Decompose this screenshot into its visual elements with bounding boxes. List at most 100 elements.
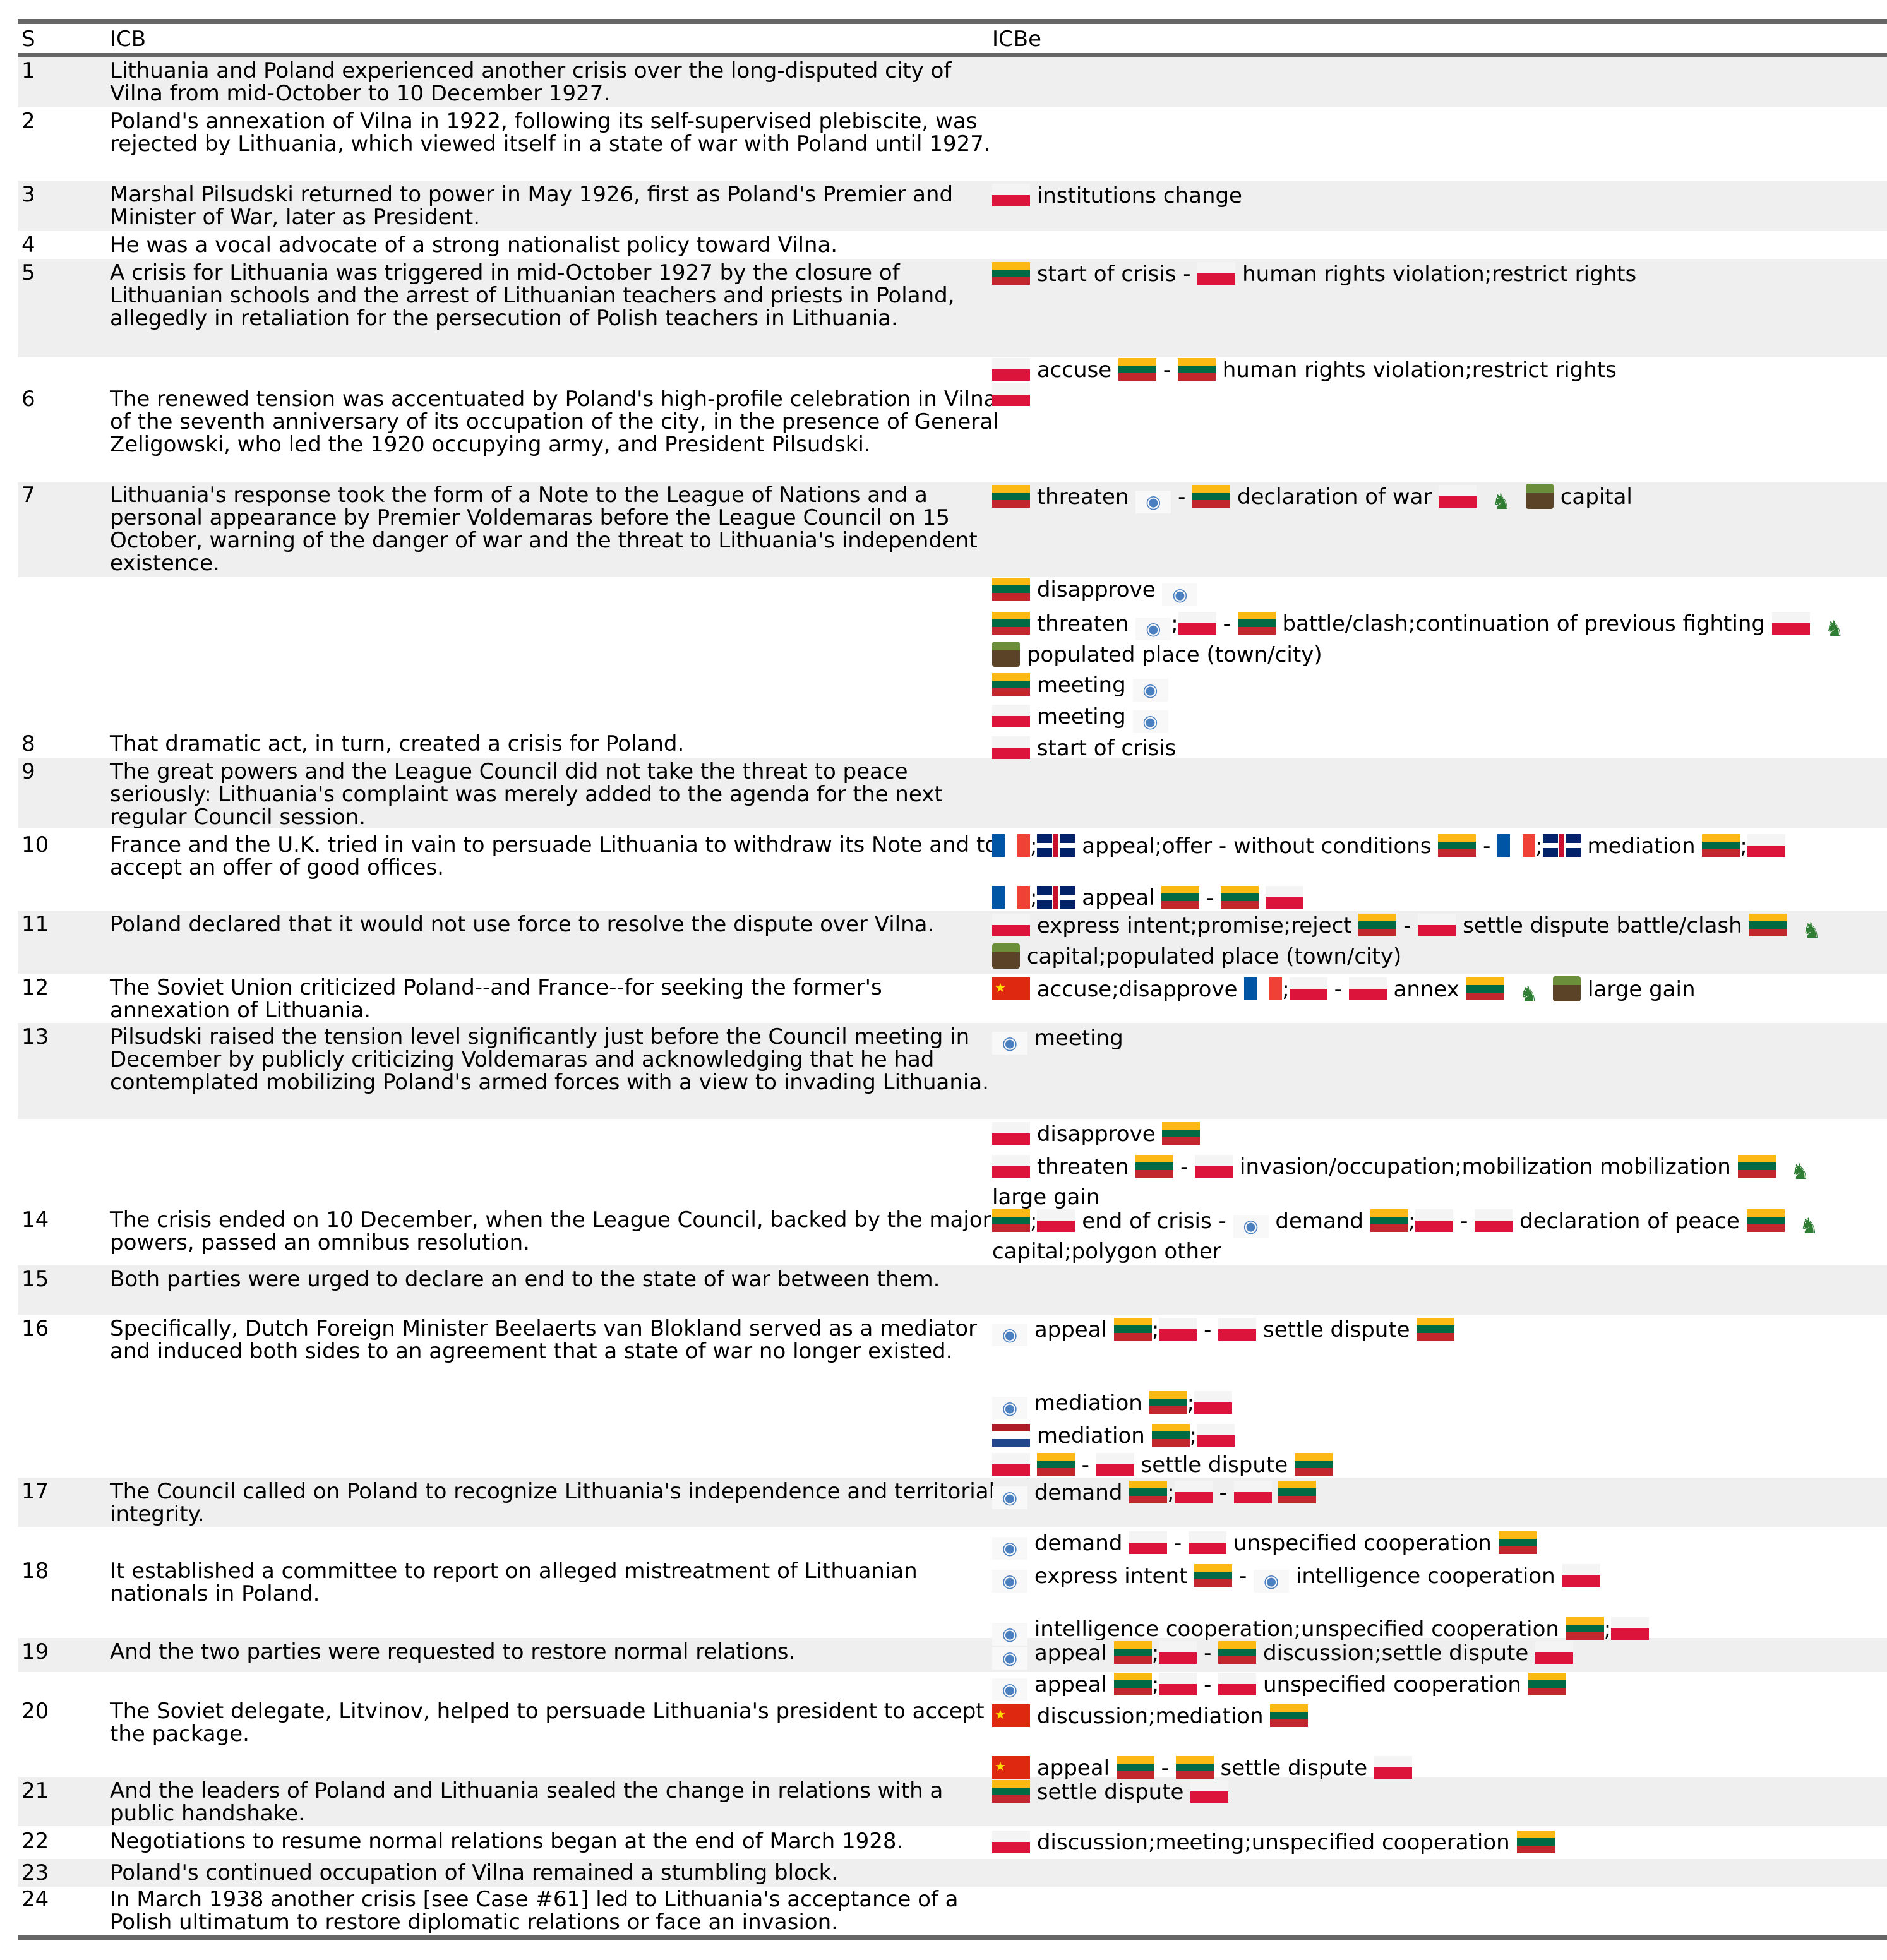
lithuania-flag-icon [1746,1209,1785,1232]
un-emblem-icon: ◉ [992,1647,1027,1670]
poland-flag-icon [1197,262,1236,285]
row-bg-3 [18,181,1887,231]
event-text: appeal [1034,1640,1108,1666]
poland-flag-icon [992,184,1030,206]
army-icon: ♞ [1824,616,1844,642]
lithuania-flag-icon [1466,977,1504,1000]
event-text: settle dispute [1220,1755,1368,1781]
event-13-extra: disapprove threaten - invasion/occupatio… [992,1121,1818,1210]
row-3-s: 3 [21,182,35,207]
un-emblem-icon: ◉ [1162,583,1198,606]
row-bg-13 [18,1023,1887,1119]
poland-flag-icon [1289,977,1327,1000]
lithuania-flag-icon [1113,1641,1152,1664]
event-text: ; [1740,834,1747,859]
event-text: - [1403,913,1411,938]
event-text: appeal [1034,1317,1108,1342]
event-text: threaten [1036,484,1129,510]
event-text: - [1204,1672,1212,1697]
event-text: disapprove [1036,577,1156,602]
ussr-flag-icon [992,977,1030,1000]
event-10: ; appeal;offer - without conditions - ; … [992,834,1785,911]
event-text: capital;polygon other [992,1239,1221,1264]
territory-icon [992,943,1020,969]
header-s: S [21,27,35,52]
event-text: discussion;settle dispute [1263,1640,1529,1666]
event-text: large gain [1588,977,1696,1002]
row-15-s: 15 [21,1267,49,1292]
uk-flag-icon [1037,886,1075,909]
france-flag-icon [992,834,1030,857]
lithuania-flag-icon [1498,1531,1537,1554]
row-bg-11 [18,911,1887,974]
netherlands-flag-icon [992,1424,1030,1447]
row-10-s: 10 [21,832,49,858]
event-7-extra: disapprove ◉ threaten ◉; - battle/clash;… [992,577,1852,761]
row-15-icb: Both parties were urged to declare an en… [110,1267,940,1292]
lithuania-flag-icon [1177,358,1216,381]
uk-flag-icon [1542,834,1581,857]
event-text: - [1219,1480,1227,1505]
lithuania-flag-icon [1278,1481,1317,1503]
event-text: meeting [1036,704,1126,729]
lithuania-flag-icon [1417,1318,1455,1341]
un-emblem-icon: ◉ [1254,1570,1290,1592]
poland-flag-icon [1771,612,1810,635]
event-text: ; [1535,834,1543,859]
event-19: ◉ appeal ; - discussion;settle dispute ◉… [992,1640,1574,1781]
lithuania-flag-icon [1370,1209,1408,1232]
uk-flag-icon [1037,834,1075,857]
event-text: meeting [1034,1025,1123,1051]
lithuania-flag-icon [1294,1453,1333,1476]
poland-flag-icon [1096,1453,1134,1476]
row-24-icb: In March 1938 another crisis [see Case #… [110,1887,959,1935]
event-text: - [1204,1317,1212,1342]
poland-flag-icon [1374,1756,1412,1779]
event-text: settle dispute [1141,1452,1288,1478]
event-text: meeting [1036,672,1126,698]
row-11-s: 11 [21,912,49,937]
france-flag-icon [1497,834,1536,857]
row-9-icb: The great powers and the League Council … [110,759,943,830]
lithuania-flag-icon [1270,1704,1309,1727]
row-bg-15 [18,1265,1887,1315]
lithuania-flag-icon [1036,1453,1075,1476]
event-text: ; [1187,1390,1195,1416]
event-3: institutions change [992,183,1242,208]
lithuania-flag-icon [1221,886,1259,909]
event-text: demand [1034,1480,1123,1505]
row-6-s: 6 [21,386,35,412]
event-text: mediation [1587,834,1696,859]
event-text: - [1483,834,1491,859]
ussr-flag-icon [992,1756,1030,1779]
lithuania-flag-icon [1218,1641,1257,1664]
lithuania-flag-icon [1749,914,1787,936]
un-emblem-icon: ◉ [1132,679,1168,702]
poland-flag-icon [1218,1673,1257,1695]
poland-flag-icon [992,383,1030,406]
lithuania-flag-icon [1358,914,1397,936]
lithuania-flag-icon [1528,1673,1566,1695]
event-text: mediation [1036,1423,1145,1449]
row-bg-21 [18,1777,1887,1826]
row-23-icb: Poland's continued occupation of Vilna r… [110,1860,839,1885]
lithuania-flag-icon [992,485,1030,508]
un-emblem-icon: ◉ [992,1678,1027,1701]
lithuania-flag-icon [1151,1424,1190,1447]
un-emblem-icon: ◉ [1132,710,1168,733]
poland-flag-icon [1194,1391,1233,1414]
row-10-icb: France and the U.K. tried in vain to per… [110,832,998,880]
event-text: populated place (town/city) [1026,642,1322,667]
poland-flag-icon [1189,1531,1227,1554]
event-text: - [1081,1452,1089,1478]
event-text: ; [1189,1423,1197,1449]
event-text: intelligence cooperation;unspecified coo… [1034,1616,1559,1642]
army-icon: ♞ [1799,1214,1819,1239]
row-18-icb: It established a committee to report on … [110,1558,918,1606]
un-emblem-icon: ◉ [992,1623,1027,1646]
event-text: - [1180,1154,1189,1180]
event-text: declaration of war [1237,484,1432,510]
territory-icon [992,642,1020,667]
lithuania-flag-icon [992,612,1030,635]
event-text: ; [1408,1209,1416,1234]
